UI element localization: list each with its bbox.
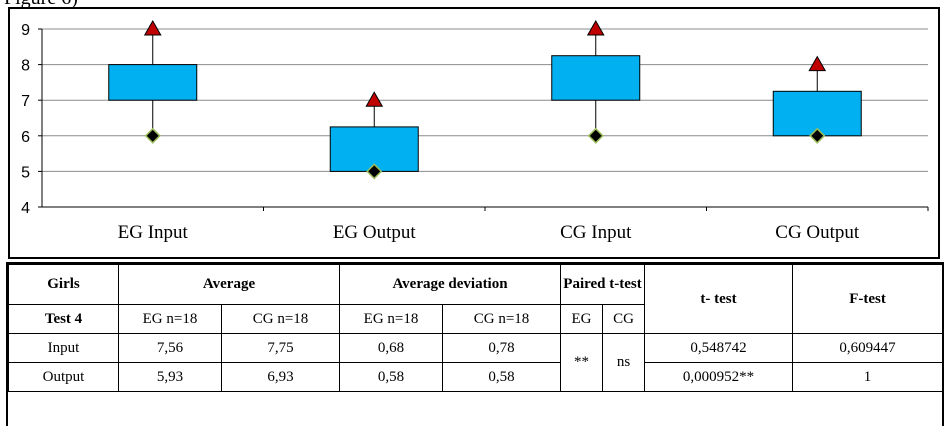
min-marker [809,127,826,144]
cell-t-test: 0,000952** [644,362,794,392]
y-tick-label: 8 [21,58,30,75]
header-eg-n-dev: EG n=18 [339,304,444,334]
row-label: Output [8,362,119,392]
y-tick-label: 5 [21,164,30,181]
cell-dev-cg: 0,78 [442,333,562,363]
min-marker [366,163,383,180]
cell-dev-eg: 0,68 [339,333,444,363]
cell-avg-eg: 5,93 [118,362,222,392]
table-row-input: Input 7,56 7,75 0,68 0,78 ** ns 0,548742… [8,333,944,392]
y-tick-label: 4 [21,200,30,217]
x-category-label: CG Input [560,222,632,243]
figure-caption-fragment: Figure 6) [4,0,78,8]
header-cg-n-avg: CG n=18 [220,304,341,334]
header-average: Average [117,264,341,305]
stats-table: Girls Average Average deviation Paired t… [8,264,944,392]
header-f-test: F-test [792,264,944,334]
max-marker [586,19,605,36]
min-marker [144,127,161,144]
x-category-label: CG Output [775,222,860,243]
header-eg-paired: EG [560,304,604,334]
cell-avg-cg: 7,75 [220,333,341,363]
cell-t-test: 0,548742 [644,333,794,363]
header-eg-n-avg: EG n=18 [118,304,222,334]
header-test-4: Test 4 [8,304,119,334]
header-cg-paired: CG [602,304,646,334]
box [108,64,198,101]
x-category-label: EG Input [118,222,189,243]
table-row-output: Output 5,93 6,93 0,58 0,58 0,000952** 1 [8,362,944,392]
x-category-label: EG Output [333,222,417,243]
cell-paired-cg: ns [602,333,646,392]
cell-avg-cg: 6,93 [220,362,341,392]
cell-paired-eg: ** [560,333,604,392]
cell-dev-cg: 0,58 [442,362,562,392]
header-average-deviation: Average deviation [339,264,562,305]
header-t-test: t- test [644,264,794,334]
min-marker [587,127,604,144]
row-label: Input [8,333,119,363]
header-paired-t-test: Paired t-test [560,264,646,305]
cell-f-test: 0,609447 [792,333,944,363]
box-plot-chart: 4 5 6 7 8 9 EG Input EG Output CG Input CG Output [8,7,940,259]
max-marker [365,91,384,107]
box [551,55,641,101]
max-marker [808,55,827,72]
y-tick-label: 9 [21,22,30,39]
cell-dev-eg: 0,58 [339,362,444,392]
y-tick-label: 6 [21,129,30,146]
cell-avg-eg: 7,56 [118,333,222,363]
header-cg-n-dev: CG n=18 [442,304,562,334]
cell-f-test: 1 [792,362,944,392]
max-marker [143,19,162,36]
chart-canvas: 4 5 6 7 8 9 EG Input EG Output CG Input CG Output [21,19,929,243]
y-tick-label: 7 [21,93,30,110]
stats-table-frame [6,262,944,426]
header-girls: Girls [8,264,119,305]
